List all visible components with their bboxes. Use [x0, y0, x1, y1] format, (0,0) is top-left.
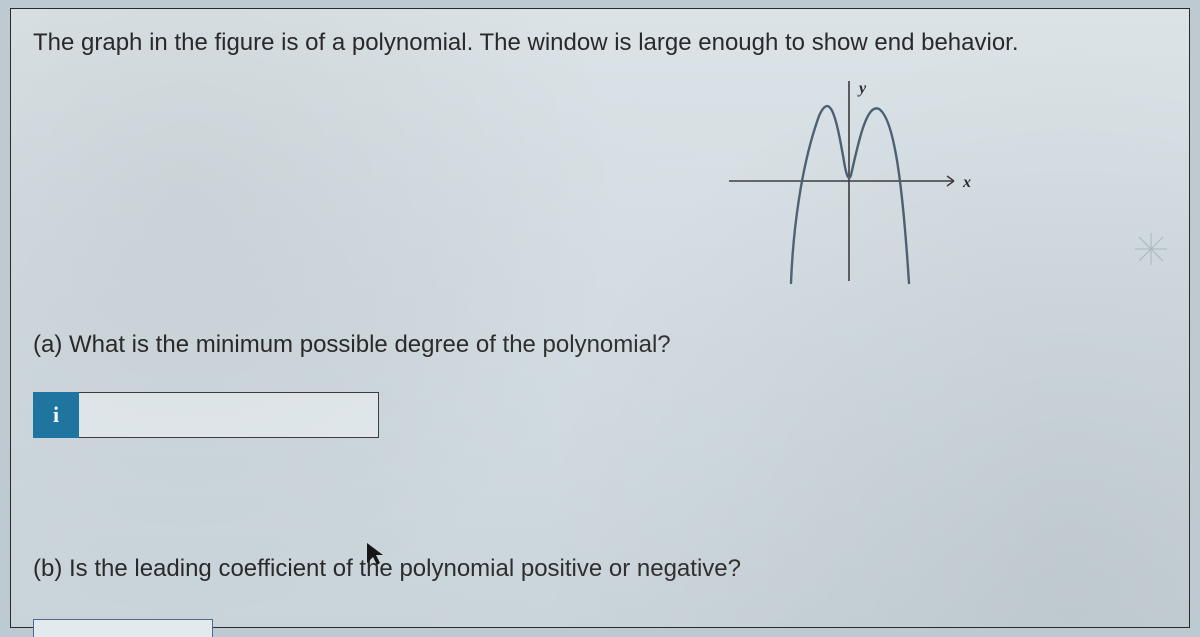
question-a-label: (a) What is the minimum possible degree … — [33, 329, 1167, 361]
degree-input[interactable] — [79, 392, 379, 438]
polynomial-graph: y x — [719, 71, 979, 291]
question-card: The graph in the figure is of a polynomi… — [10, 8, 1190, 628]
question-b-block: (b) Is the leading coefficient of the po… — [33, 553, 1167, 637]
question-b-label: (b) Is the leading coefficient of the po… — [33, 553, 1167, 585]
leading-coeff-select-wrap: positive negative — [33, 619, 213, 637]
polynomial-curve — [791, 106, 909, 283]
y-axis-label: y — [857, 80, 867, 97]
scan-artifact-icon — [1131, 229, 1171, 269]
leading-coeff-select[interactable]: positive negative — [33, 619, 213, 637]
graph-svg: y x — [719, 71, 979, 291]
x-axis-label: x — [962, 174, 971, 191]
info-icon[interactable]: i — [33, 392, 79, 438]
intro-text: The graph in the figure is of a polynomi… — [33, 27, 1167, 59]
answer-a-row: i — [33, 392, 1167, 438]
